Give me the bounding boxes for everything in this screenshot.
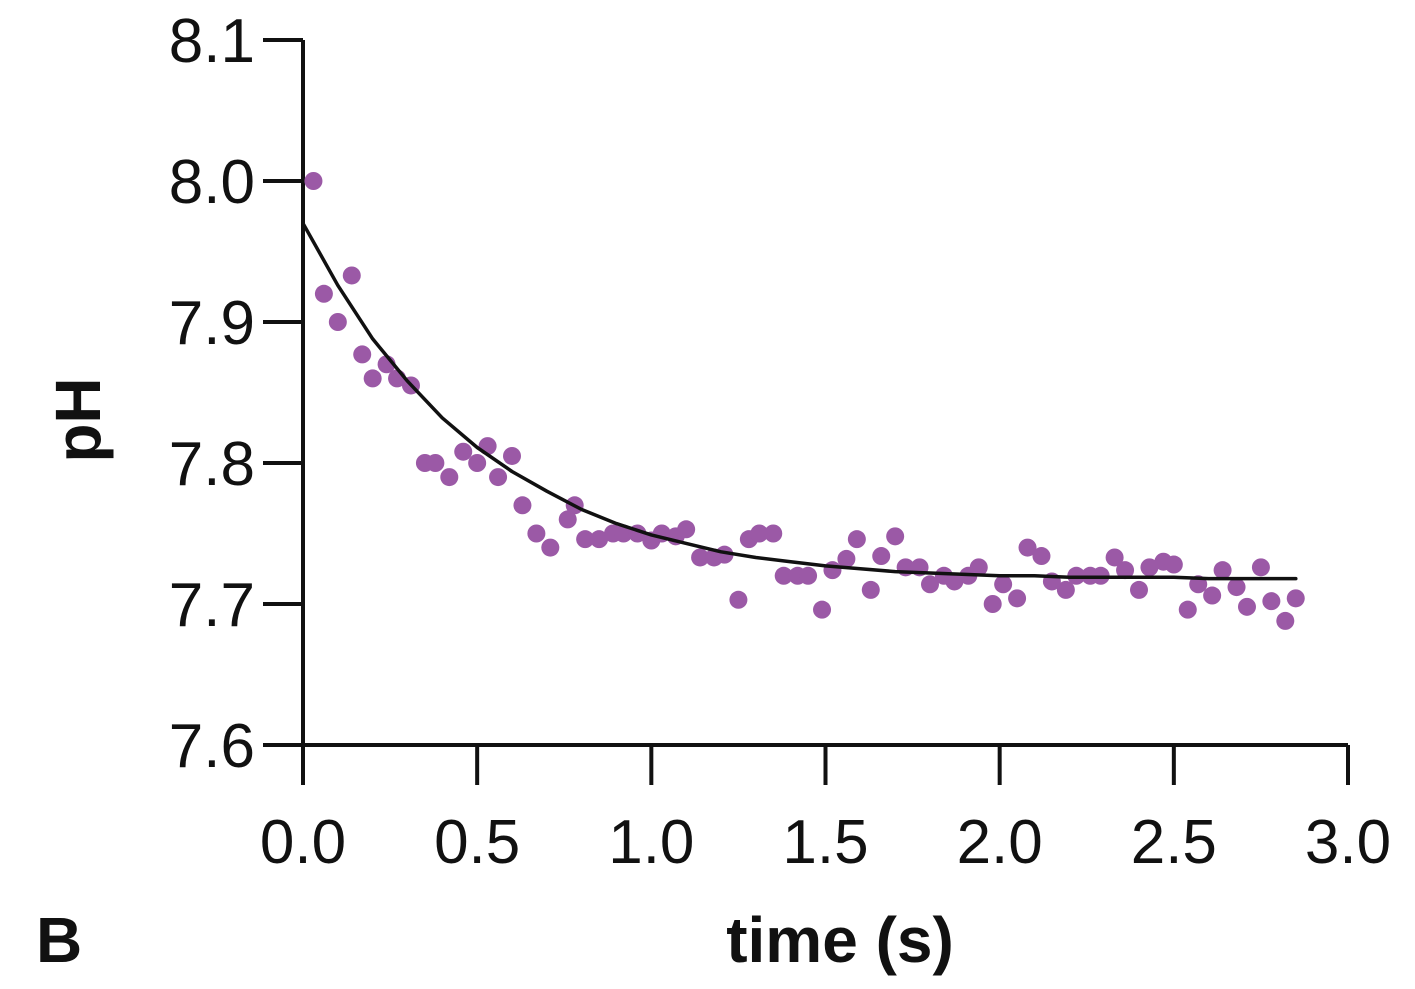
data-point (1203, 586, 1222, 605)
data-point (1213, 561, 1232, 580)
data-point (328, 313, 347, 331)
data-point (847, 530, 866, 549)
data-point (729, 590, 748, 609)
data-point (1140, 558, 1159, 577)
data-point (1105, 548, 1124, 567)
data-point (823, 561, 842, 580)
data-point (872, 547, 891, 566)
data-point (314, 284, 333, 303)
data-point (454, 442, 473, 461)
x-ticks: 0.0 0.5 1.0 1.5 2.0 2.5 3.0 (260, 745, 1391, 877)
x-tick-label: 2.0 (957, 808, 1043, 877)
data-point (1008, 589, 1027, 608)
data-point (677, 520, 696, 539)
data-point (503, 446, 521, 465)
data-point (837, 549, 856, 568)
data-point (1032, 547, 1051, 566)
data-point (1130, 580, 1148, 599)
data-point (691, 548, 710, 567)
data-point (342, 266, 361, 285)
data-point (1262, 592, 1281, 611)
data-point (945, 572, 964, 591)
data-point (1286, 589, 1305, 608)
data-point (489, 468, 508, 487)
data-point (576, 530, 595, 549)
data-point (513, 496, 532, 515)
data-point (1251, 558, 1270, 577)
data-point (1056, 580, 1075, 599)
data-point (426, 454, 445, 472)
data-point (886, 527, 905, 546)
data-point (1237, 597, 1256, 616)
data-point (1164, 555, 1183, 574)
data-point (799, 566, 818, 585)
x-tick-label: 1.5 (782, 808, 868, 877)
data-point (590, 530, 609, 549)
y-tick-label: 7.7 (169, 571, 255, 640)
y-tick-label: 8.0 (169, 148, 255, 217)
data-point (921, 575, 939, 594)
data-point (983, 595, 1002, 613)
data-point (813, 600, 832, 619)
data-point (1116, 561, 1135, 580)
data-point (994, 575, 1013, 594)
x-tick-label: 0.0 (260, 808, 346, 877)
data-point (1178, 600, 1197, 619)
x-tick-label: 3.0 (1305, 808, 1391, 877)
y-tick-label: 7.8 (169, 430, 255, 499)
data-point (468, 454, 487, 472)
data-point (353, 345, 372, 364)
data-point (764, 524, 783, 543)
x-tick-label: 1.0 (608, 808, 694, 877)
x-tick-label: 0.5 (434, 808, 520, 877)
data-point (969, 558, 988, 577)
fit-curve-group (301, 221, 1298, 581)
data-point (1018, 538, 1037, 557)
y-axis-title: pH (42, 377, 114, 462)
data-point (304, 172, 323, 190)
y-tick-label: 7.9 (169, 289, 255, 358)
data-points (304, 172, 1305, 630)
data-point (861, 580, 880, 599)
data-point (750, 524, 769, 543)
data-point (1276, 611, 1295, 630)
data-point (1227, 578, 1246, 597)
data-point (363, 369, 382, 388)
data-point (558, 510, 577, 529)
fit-curve (301, 221, 1298, 581)
data-point (440, 468, 459, 487)
data-point (541, 538, 560, 557)
data-point (774, 566, 793, 585)
y-tick-label: 7.6 (169, 712, 255, 781)
y-tick-label: 8.1 (169, 7, 255, 76)
y-ticks: 8.1 8.0 7.9 7.8 7.7 7.6 (169, 7, 303, 781)
axes (301, 40, 1348, 747)
data-point (527, 524, 546, 543)
x-tick-label: 2.5 (1131, 808, 1217, 877)
panel-label: B (36, 904, 82, 976)
x-axis-title: time (s) (726, 904, 954, 976)
